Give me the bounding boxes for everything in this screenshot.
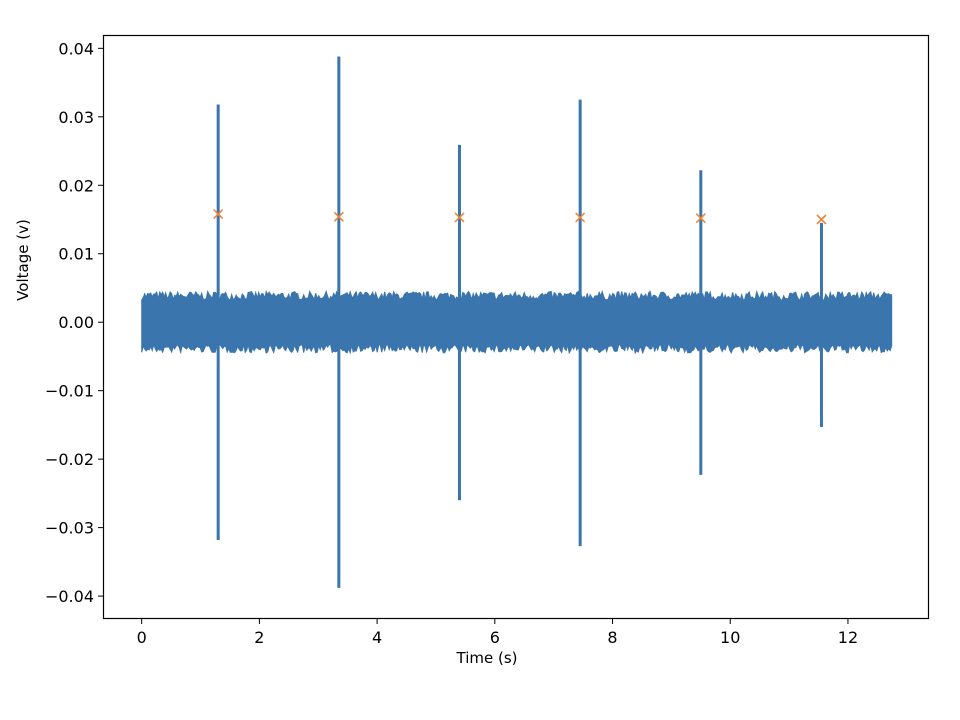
peak-marker-1 (213, 208, 224, 220)
x-axis-label: Time (s) (456, 649, 518, 667)
x-tick-label: 8 (607, 628, 617, 647)
signal-noise-band (141, 289, 893, 355)
peak-marker-4 (575, 212, 586, 223)
peak-marker-3 (454, 212, 465, 223)
x-tick-label: 6 (490, 628, 500, 647)
x-tick-label: 0 (137, 628, 147, 647)
axes-frame (102, 34, 930, 620)
x-tick-label: 2 (254, 628, 264, 647)
y-tick-label: 0.00 (58, 313, 94, 332)
x-tick-label: 4 (372, 628, 382, 647)
x-tick-label: 10 (720, 628, 740, 647)
y-tick-label: −0.02 (45, 450, 94, 469)
peak-marker-6 (816, 214, 827, 225)
y-tick-label: −0.01 (45, 382, 94, 401)
x-tick-label: 12 (838, 628, 858, 647)
y-tick-label: −0.04 (45, 587, 94, 606)
y-tick-label: 0.01 (58, 245, 94, 264)
y-axis: 0.04 0.03 0.02 0.01 0.00 −0.01 −0.02 −0.03 −0.04 (45, 39, 104, 606)
plot-area (141, 56, 893, 588)
y-tick-label: −0.03 (45, 519, 94, 538)
peak-marker-2 (333, 211, 344, 222)
y-tick-label: 0.04 (58, 39, 94, 58)
y-tick-label: 0.03 (58, 108, 94, 127)
y-axis-label: Voltage (v) (14, 219, 32, 301)
y-tick-label: 0.02 (58, 176, 94, 195)
peak-marker-5 (695, 213, 706, 224)
x-axis: 0 2 4 6 8 10 12 (137, 618, 858, 647)
